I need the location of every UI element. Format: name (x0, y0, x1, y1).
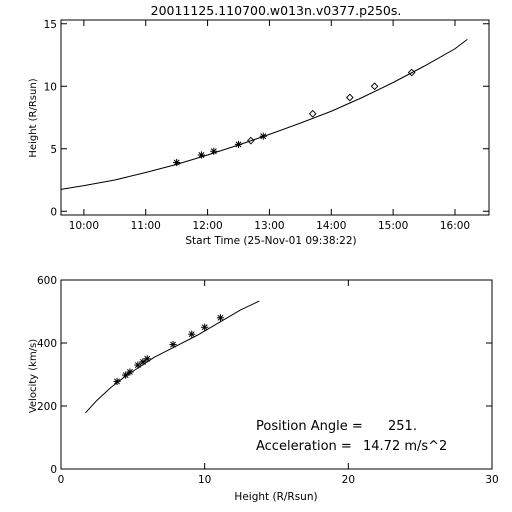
top-y-tick-label: 0 (50, 206, 57, 218)
bottom-x-tick-label: 30 (485, 474, 498, 486)
height-fit-line (60, 38, 468, 190)
top-x-tick-label: 14:00 (316, 220, 346, 232)
top-y-axis-label: Height (R/Rsun) (28, 78, 39, 157)
top-x-tick-label: 16:00 (440, 220, 470, 232)
bottom-x-tick-label: 10 (198, 474, 211, 486)
acceleration-label: Acceleration = (256, 439, 352, 454)
diamond-marker (346, 93, 354, 102)
star-marker (216, 314, 225, 322)
star-marker (197, 151, 205, 159)
bottom-y-tick-label: 400 (37, 338, 57, 350)
bottom-axis-tick-labels: 0 10 20 30 0 200 400 600 (37, 275, 499, 486)
bottom-x-tick-label: 0 (58, 474, 65, 486)
position-angle-label: Position Angle = (256, 419, 363, 434)
star-marker (169, 340, 177, 349)
diamond-marker (407, 68, 416, 77)
height-time-plot: 20011125.110700.w013n.v0377.p250s. 10:00… (28, 3, 490, 247)
diamond-marker (308, 109, 317, 118)
bottom-y-tick-label: 200 (37, 401, 57, 413)
star-marker (210, 147, 218, 155)
chart-title: 20011125.110700.w013n.v0377.p250s. (151, 3, 402, 18)
star-marker (113, 377, 121, 386)
star-marker (188, 330, 196, 338)
star-marker (126, 368, 134, 376)
star-marker (173, 158, 181, 167)
top-y-tick-label: 15 (44, 19, 57, 31)
top-x-tick-label: 11:00 (131, 220, 161, 232)
top-axis-ticks (61, 20, 489, 215)
top-x-tick-label: 15:00 (378, 220, 408, 232)
bottom-plot-frame (60, 279, 493, 470)
top-x-tick-label: 12:00 (192, 220, 222, 232)
star-marker (234, 140, 243, 148)
diamond-marker (247, 136, 255, 145)
bottom-x-axis-label: Height (R/Rsun) (234, 491, 317, 503)
bottom-y-tick-label: 0 (50, 464, 57, 476)
top-x-axis-label: Start Time (25-Nov-01 09:38:22) (185, 235, 356, 247)
star-marker (259, 132, 267, 140)
bottom-y-axis-label: Velocity (km/s) (28, 339, 39, 413)
position-angle-value: 251. (388, 419, 417, 434)
top-x-tick-label: 10:00 (69, 220, 99, 232)
star-marker (139, 358, 147, 366)
star-marker (143, 355, 151, 363)
star-marker (134, 361, 142, 369)
top-plot-frame (60, 19, 490, 216)
bottom-y-tick-label: 600 (37, 275, 57, 287)
velocity-height-plot: 0 10 20 30 0 200 400 600 Height (R/Rsun) Veloci… (28, 275, 499, 503)
top-y-tick-label: 5 (50, 144, 57, 156)
velocity-fit-line (85, 300, 260, 414)
height-data-points (173, 68, 416, 167)
star-marker (201, 323, 209, 331)
bottom-x-tick-label: 20 (342, 474, 355, 486)
top-axis-tick-labels: 10:00 11:00 12:00 13:00 14:00 15:00 16:00 0 5 10 1… (44, 19, 470, 232)
velocity-data-points (113, 314, 225, 386)
bottom-axis-ticks (60, 279, 493, 470)
top-x-tick-label: 13:00 (254, 220, 284, 232)
star-marker (122, 371, 130, 379)
acceleration-value: 14.72 m/s^2 (363, 439, 447, 454)
top-y-tick-label: 10 (44, 81, 57, 93)
diamond-marker (370, 82, 379, 91)
